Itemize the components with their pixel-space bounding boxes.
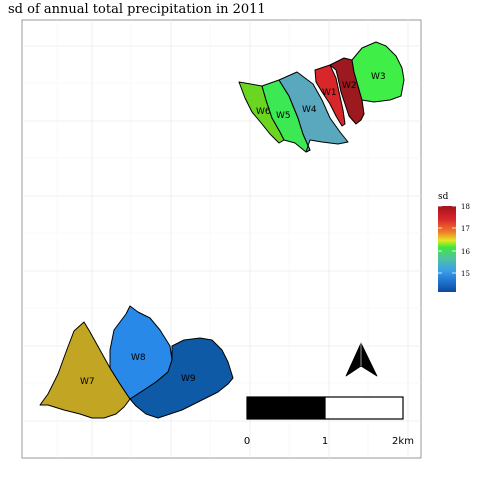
label-w5: W5 bbox=[276, 111, 291, 121]
scale-bar-segment-white bbox=[324, 396, 404, 420]
watershed-w9 bbox=[129, 337, 234, 419]
scale-label-0: 0 bbox=[244, 436, 250, 447]
watershed-w1 bbox=[314, 64, 346, 127]
scale-bar: 0 1 2km bbox=[244, 396, 414, 447]
scale-label-2km: 2km bbox=[392, 436, 414, 447]
scale-label-1: 1 bbox=[322, 436, 328, 447]
watershed-w4 bbox=[278, 71, 349, 153]
label-w9: W9 bbox=[181, 374, 196, 384]
legend-tick-16: 16 bbox=[461, 248, 470, 256]
label-w2: W2 bbox=[342, 81, 357, 91]
watershed-group-north bbox=[238, 41, 405, 153]
label-w1: W1 bbox=[322, 88, 337, 98]
legend-tick-18: 18 bbox=[461, 203, 470, 211]
watershed-labels-south: W7 W8 W9 bbox=[80, 353, 196, 387]
label-w6: W6 bbox=[256, 107, 271, 117]
label-w3: W3 bbox=[371, 72, 386, 82]
legend-title: sd bbox=[438, 192, 449, 202]
label-w7: W7 bbox=[80, 377, 95, 387]
label-w4: W4 bbox=[302, 105, 317, 115]
watershed-w3 bbox=[351, 41, 405, 103]
watershed-group-south bbox=[39, 305, 234, 419]
map-title: sd of annual total precipitation in 2011 bbox=[8, 2, 266, 17]
legend-tick-17: 17 bbox=[461, 225, 470, 233]
scale-bar-segment-black bbox=[246, 396, 326, 420]
legend: sd 18 17 16 15 bbox=[438, 192, 470, 292]
legend-colorbar bbox=[438, 206, 456, 292]
legend-tick-15: 15 bbox=[461, 270, 470, 278]
label-w8: W8 bbox=[131, 353, 146, 363]
watershed-labels-north: W6 W5 W4 W1 W2 W3 bbox=[256, 72, 386, 121]
